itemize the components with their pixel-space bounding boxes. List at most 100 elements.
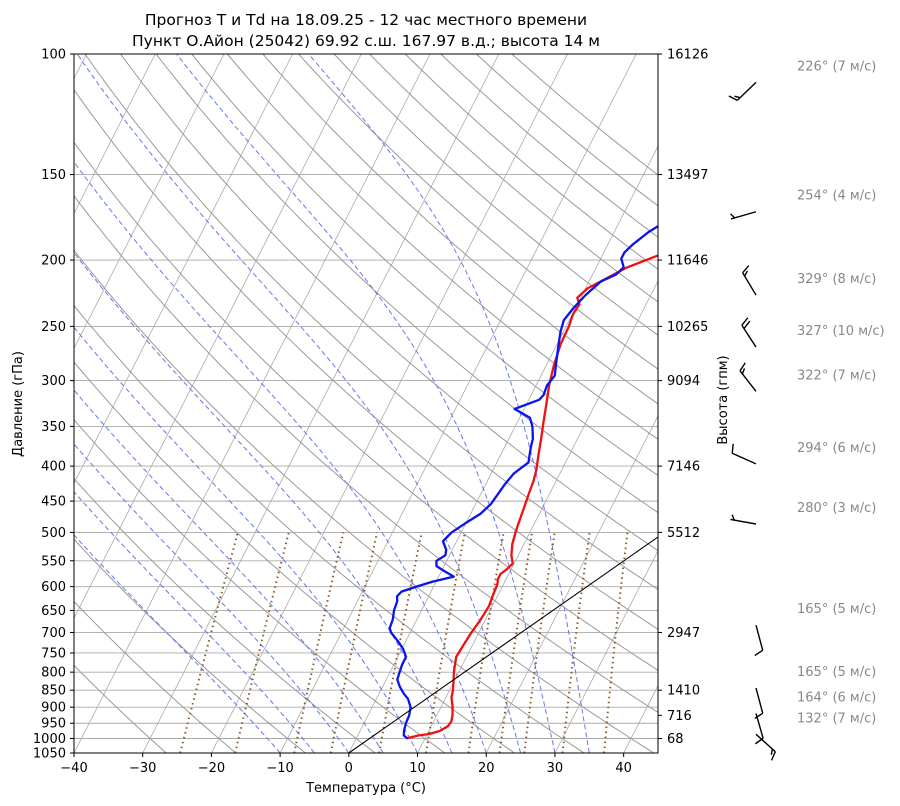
height-tick-label: 13497 [667, 168, 708, 183]
moist-adiabat [308, 54, 590, 753]
height-axis-label: Высота (гпм) [716, 355, 731, 444]
wind-barb-feather [770, 751, 776, 761]
y-axis-ticks: 100 150 200 250 300 350 400 450 500 550 600 650 700 7… [33, 48, 74, 762]
series-line-0 [406, 254, 658, 740]
x-tick-label: −40 [60, 761, 87, 776]
mixing-ratio-line [179, 532, 239, 753]
wind-barb [728, 81, 757, 102]
height-tick-label: 1410 [667, 684, 700, 699]
dry-adiabat [74, 195, 658, 713]
wind-barb-feather [743, 320, 751, 329]
height-tick-label: 5512 [667, 526, 700, 541]
mixing-ratio-line [329, 532, 379, 753]
series-line-1 [388, 224, 658, 740]
wind-barb [730, 514, 757, 525]
height-tick-label: 11646 [667, 254, 708, 269]
dry-adiabat [74, 478, 376, 753]
wind-label: 164° (6 м/с) [797, 690, 876, 705]
wind-barb-feather [770, 748, 774, 755]
y-tick-label: 850 [41, 684, 66, 699]
height-tick-label: 9094 [667, 374, 700, 389]
y-tick-label: 750 [41, 646, 66, 661]
x-tick-label: 10 [409, 761, 426, 776]
wind-barb-feather [743, 270, 748, 277]
wind-label: 322° (7 м/с) [797, 368, 876, 383]
wind-barb [730, 211, 757, 220]
moist-adiabat [74, 491, 315, 753]
wind-label: 165° (5 м/с) [797, 665, 876, 680]
y-tick-label: 200 [41, 254, 66, 269]
dry-adiabat [74, 249, 655, 753]
moist-adiabat [74, 251, 453, 753]
wind-barb [739, 362, 757, 392]
height-tick-label: 10265 [667, 320, 708, 335]
dry-adiabat [511, 54, 658, 176]
dry-adiabat [333, 54, 658, 336]
mixing-ratio-line [561, 532, 591, 753]
moist-adiabat [76, 54, 522, 753]
isotherm-line [74, 54, 431, 753]
y-tick-label: 100 [41, 48, 66, 63]
height-tick-label: 2947 [667, 626, 700, 641]
x-tick-label: −10 [266, 761, 293, 776]
wind-barb-shaft [741, 324, 757, 348]
y-tick-label: 900 [41, 701, 66, 716]
wind-barb-feather [731, 443, 734, 454]
dry-adiabat [74, 361, 515, 753]
wind-barb-shaft [730, 518, 757, 525]
pressure-gridlines [74, 54, 658, 753]
wind-barb-shaft [739, 370, 757, 392]
isotherm-line [211, 54, 568, 753]
wind-barb-feather [728, 95, 738, 102]
x-tick-label: 20 [478, 761, 495, 776]
isotherm-line [74, 54, 362, 620]
wind-barb-feather [730, 213, 736, 219]
wind-barb-shaft [742, 272, 757, 296]
dry-adiabat [74, 600, 237, 753]
wind-barb-shaft [730, 211, 757, 220]
dry-adiabat [74, 419, 446, 753]
wind-barb-feather [754, 649, 764, 657]
mixing-ratio-line [425, 532, 466, 753]
isotherm-line [142, 54, 500, 753]
wind-barb-feather [741, 317, 749, 326]
height-tick-label: 716 [667, 709, 692, 724]
x-tick-label: −30 [129, 761, 156, 776]
mixing-ratio-line [467, 532, 505, 753]
wind-barb-feather [731, 514, 735, 521]
dry-adiabat [298, 54, 658, 370]
wind-barb-feather [739, 362, 746, 372]
dry-adiabat [74, 538, 306, 753]
moist-adiabat [74, 161, 487, 753]
dry-adiabat [369, 54, 658, 303]
isotherm-line [74, 54, 225, 350]
mixing-ratio-line [603, 532, 629, 753]
wind-barb-feather [741, 368, 746, 375]
moist-adiabat [74, 389, 384, 753]
wind-barb-feather [754, 712, 764, 720]
y-tick-label: 800 [41, 666, 66, 681]
y-tick-label: 1000 [33, 732, 66, 747]
x-tick-label: 40 [615, 761, 632, 776]
wind-label: 294° (6 м/с) [797, 441, 876, 456]
wind-barb [741, 317, 757, 348]
dry-adiabat [74, 304, 585, 753]
wind-label: 226° (7 м/с) [797, 59, 876, 74]
wind-barb-feather [742, 265, 750, 274]
x-tick-label: 0 [345, 761, 353, 776]
wind-barb [754, 687, 764, 720]
isotherm-line [485, 414, 658, 753]
dry-adiabat [226, 54, 658, 440]
dry-adiabats [74, 54, 658, 753]
wind-barb-shaft [731, 452, 757, 465]
dry-adiabat [120, 54, 658, 552]
moist-adiabat [176, 54, 556, 753]
wind-label: 280° (3 м/с) [797, 501, 876, 516]
height-axis-ticks: 16126 13497 11646 10265 9094 7146 5512 2947 1410… [658, 48, 708, 747]
dry-adiabat [191, 54, 658, 477]
wind-barb-shaft [755, 624, 764, 651]
y-tick-label: 300 [41, 374, 66, 389]
x-tick-label: 30 [547, 761, 564, 776]
wind-barb [742, 265, 757, 296]
